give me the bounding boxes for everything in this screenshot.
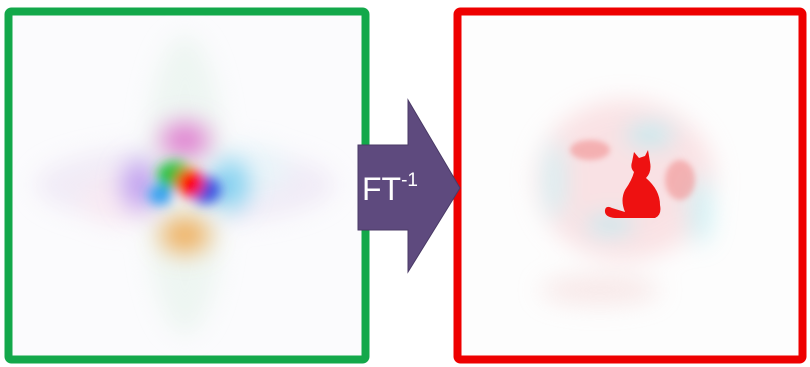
spectrum-image [9,12,364,358]
arrow-label-superscript: -1 [401,170,418,191]
reconstructed-image [459,12,801,358]
arrow-label-main: FT [362,171,401,207]
diagram: FT-1 [0,0,810,367]
page: FT-1 (() => { const data = JSON.parse(do… [0,0,810,367]
